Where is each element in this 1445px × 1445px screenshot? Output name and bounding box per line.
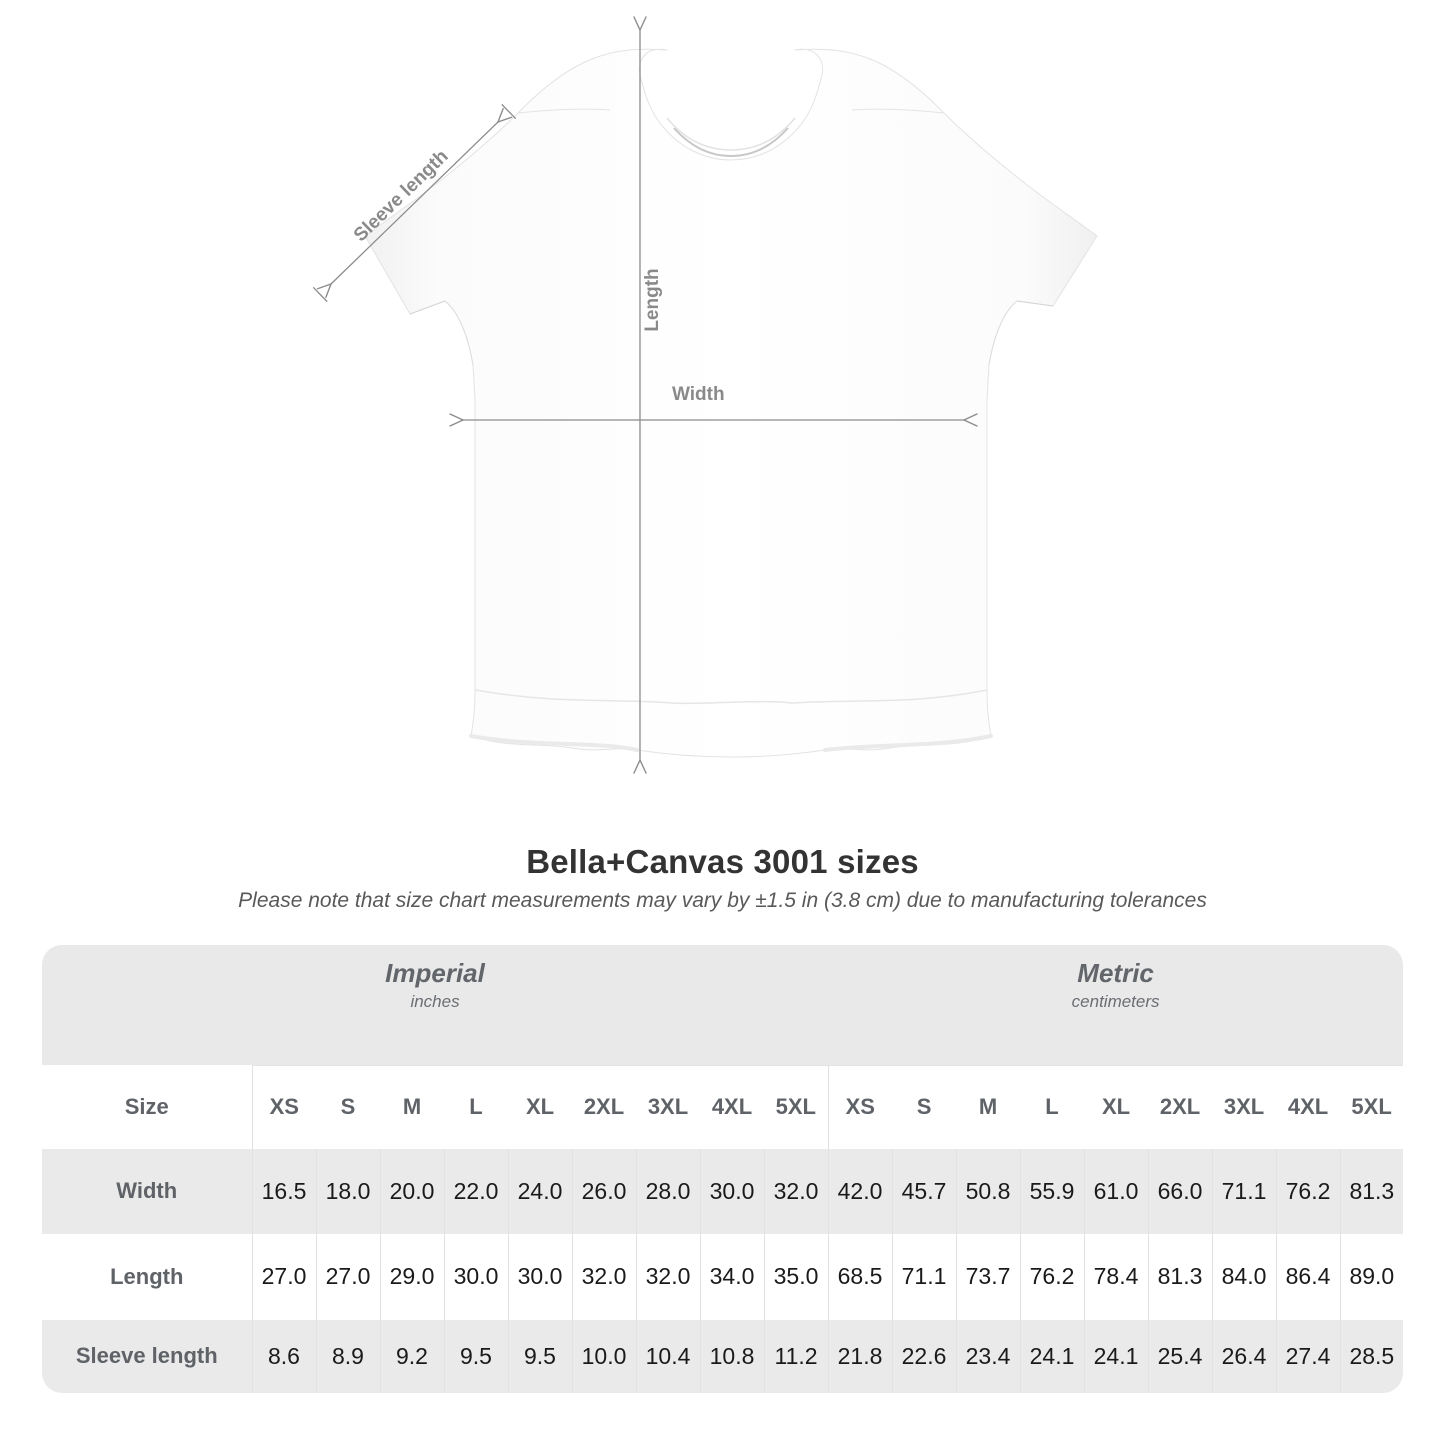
svg-text:Width: Width bbox=[672, 384, 725, 405]
svg-text:Length: Length bbox=[642, 268, 663, 331]
